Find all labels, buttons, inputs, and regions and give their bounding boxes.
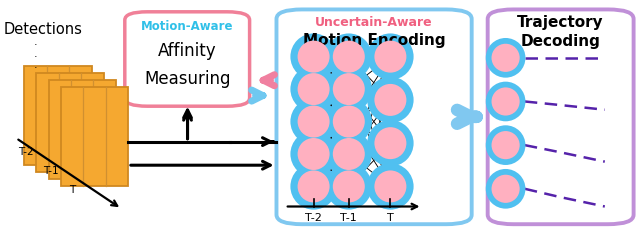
Ellipse shape [298,170,330,202]
Ellipse shape [492,87,520,116]
FancyBboxPatch shape [125,12,250,106]
Text: Affinity: Affinity [158,42,216,60]
Text: T-1: T-1 [340,213,357,223]
Bar [36,73,104,172]
FancyBboxPatch shape [488,9,634,224]
FancyBboxPatch shape [276,9,472,224]
Ellipse shape [333,105,365,138]
Text: Decoding: Decoding [521,34,600,49]
Bar [49,80,116,179]
Ellipse shape [291,131,337,177]
Ellipse shape [374,41,406,73]
Bar [61,87,128,186]
Ellipse shape [333,138,365,170]
Ellipse shape [291,98,337,145]
Text: T-2: T-2 [18,147,33,157]
Ellipse shape [326,66,372,112]
Text: T-2: T-2 [305,213,322,223]
Ellipse shape [492,131,520,159]
Ellipse shape [298,105,330,138]
Ellipse shape [374,170,406,202]
Text: Motion-Aware: Motion-Aware [141,20,234,33]
Ellipse shape [333,41,365,73]
Text: T-1: T-1 [44,166,59,176]
Ellipse shape [374,127,406,159]
Text: Measuring: Measuring [144,70,230,88]
Ellipse shape [333,170,365,202]
Text: Detections: Detections [3,22,82,37]
Ellipse shape [333,73,365,105]
Ellipse shape [326,163,372,210]
Ellipse shape [291,66,337,112]
Text: Uncertain-Aware: Uncertain-Aware [316,16,433,29]
Ellipse shape [367,120,413,166]
Ellipse shape [326,98,372,145]
Ellipse shape [486,82,525,121]
Text: Trajectory: Trajectory [517,15,604,30]
Ellipse shape [367,34,413,80]
Ellipse shape [486,38,525,78]
Text: Motion Encoding: Motion Encoding [303,33,445,48]
Ellipse shape [298,138,330,170]
Ellipse shape [298,73,330,105]
Text: T: T [387,213,394,223]
Ellipse shape [492,175,520,203]
Ellipse shape [326,34,372,80]
Ellipse shape [492,44,520,72]
Ellipse shape [367,77,413,123]
Text: T: T [69,185,76,195]
Ellipse shape [298,41,330,73]
Ellipse shape [486,169,525,209]
Ellipse shape [367,163,413,210]
Ellipse shape [486,125,525,165]
Ellipse shape [326,131,372,177]
Ellipse shape [291,34,337,80]
Ellipse shape [291,163,337,210]
Bar [24,66,92,165]
Text: ·
·
·: · · · [33,40,37,73]
Ellipse shape [374,84,406,116]
